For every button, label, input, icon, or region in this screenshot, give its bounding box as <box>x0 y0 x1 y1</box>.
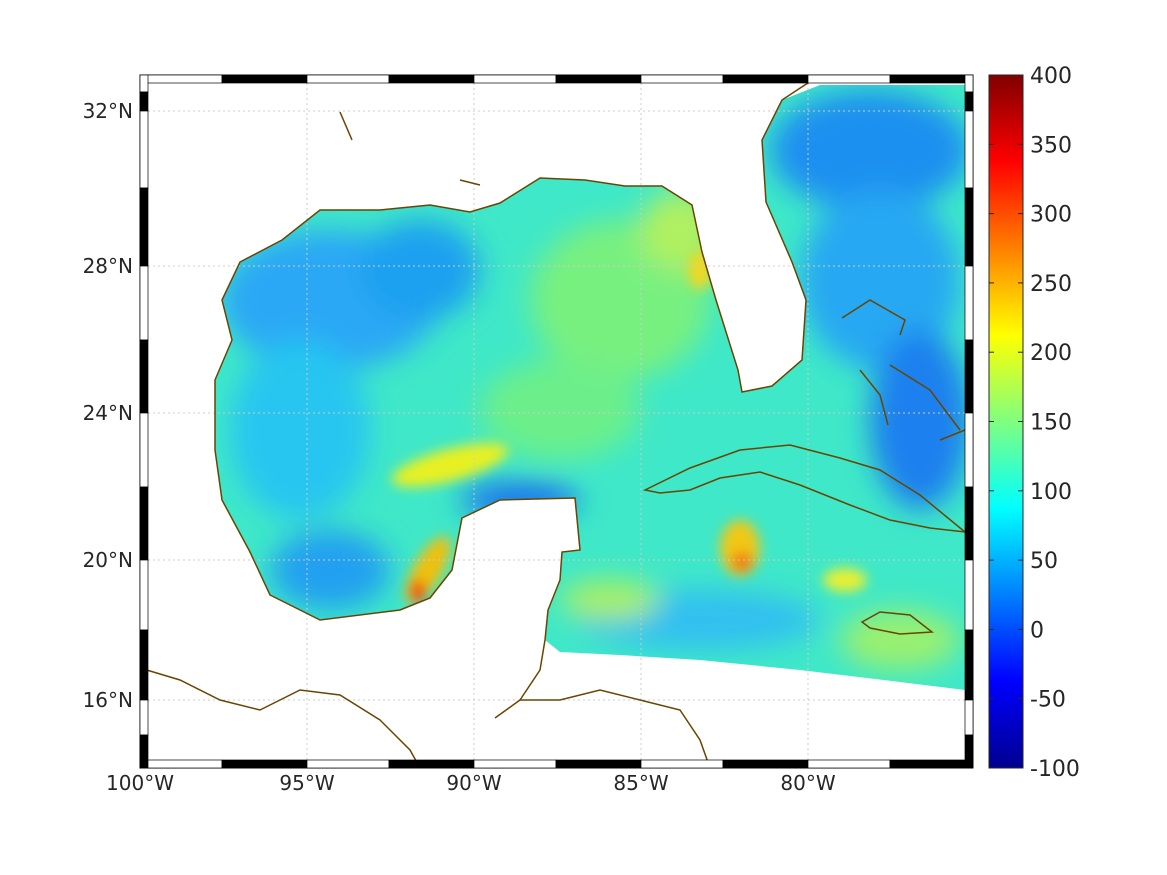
frame-segment <box>139 559 149 631</box>
colorbar <box>989 75 1023 768</box>
frame-segment <box>889 759 974 769</box>
frame-segment <box>964 412 974 488</box>
frame-segment <box>964 110 974 189</box>
frame-segment <box>139 187 149 267</box>
bahamas-coastline <box>841 299 961 431</box>
frame-segment <box>555 74 642 84</box>
y-tick-labels: 32°N 28°N 24°N 20°N 16°N <box>83 99 133 712</box>
hispaniola-coastline <box>939 429 966 441</box>
x-tick-labels: 100°W 95°W 90°W 85°W 80°W <box>106 771 836 795</box>
colorbar-tick-label: 300 <box>1030 203 1072 228</box>
colorbar-tick-label: -50 <box>1030 688 1066 713</box>
x-tick-label: 95°W <box>279 771 334 795</box>
frame-segment <box>139 339 149 414</box>
frame-segment <box>139 759 223 769</box>
frame-segment <box>306 759 390 769</box>
frame-segment <box>139 629 149 701</box>
frame-segment <box>139 734 149 769</box>
frame-segment <box>640 74 724 84</box>
frame-segment <box>964 339 974 414</box>
frame-segment <box>555 759 642 769</box>
frame-segment <box>807 759 891 769</box>
frame-segment <box>640 759 724 769</box>
y-tick-label: 16°N <box>83 688 133 712</box>
x-tick-label: 100°W <box>106 771 174 795</box>
heatmap-field <box>215 85 965 690</box>
colorbar-tick-label: 250 <box>1030 272 1072 297</box>
coastline <box>139 74 968 769</box>
x-tick-label: 90°W <box>446 771 501 795</box>
frame-segment <box>306 74 390 84</box>
colorbar-border <box>988 74 1024 769</box>
frame-segment <box>964 629 974 701</box>
grid-lines <box>148 83 965 760</box>
frame-segment <box>139 74 223 84</box>
frame-segment <box>388 74 475 84</box>
frame-segment <box>139 74 149 93</box>
frame-segment <box>964 91 974 112</box>
colorbar-ticks: 400 350 300 250 200 150 100 50 0 -50 -100 <box>988 64 1080 782</box>
frame-segment <box>964 187 974 267</box>
colorbar-tick-label: 200 <box>1030 341 1072 366</box>
frame-segment <box>139 110 149 189</box>
frame-segment <box>964 559 974 631</box>
frame-segment <box>473 759 557 769</box>
y-tick-label: 24°N <box>83 401 133 425</box>
cuba-coastline <box>642 444 968 534</box>
frame-segment <box>964 265 974 341</box>
frame-segment <box>807 74 891 84</box>
frame-segment <box>964 486 974 561</box>
frame-segment <box>139 486 149 561</box>
frame-segment <box>139 91 149 112</box>
colorbar-tick-label: 150 <box>1030 411 1072 436</box>
frame-segment <box>964 699 974 736</box>
colorbar-tick-label: 0 <box>1030 618 1044 643</box>
frame-segment <box>964 734 974 769</box>
x-tick-label: 85°W <box>613 771 668 795</box>
map-frame <box>139 74 974 769</box>
colorbar-tick-label: 400 <box>1030 64 1072 89</box>
frame-segment <box>473 74 557 84</box>
frame-segment <box>139 412 149 488</box>
y-tick-label: 32°N <box>83 99 133 123</box>
colorbar-tick-label: -100 <box>1030 757 1080 782</box>
colorbar-tick-label: 50 <box>1030 549 1058 574</box>
colorbar-tick-label: 100 <box>1030 480 1072 505</box>
frame-segment <box>221 74 308 84</box>
frame-segment <box>221 759 308 769</box>
frame-segment <box>722 759 809 769</box>
y-tick-label: 28°N <box>83 254 133 278</box>
frame-segment <box>964 74 974 93</box>
jamaica-coastline <box>860 611 935 635</box>
frame-segment <box>388 759 475 769</box>
frame-segment <box>139 265 149 341</box>
colorbar-tick-label: 350 <box>1030 133 1072 158</box>
frame-segment <box>722 74 809 84</box>
x-tick-label: 80°W <box>780 771 835 795</box>
y-tick-label: 20°N <box>83 548 133 572</box>
frame-segment <box>139 699 149 736</box>
frame-segment <box>889 74 974 84</box>
